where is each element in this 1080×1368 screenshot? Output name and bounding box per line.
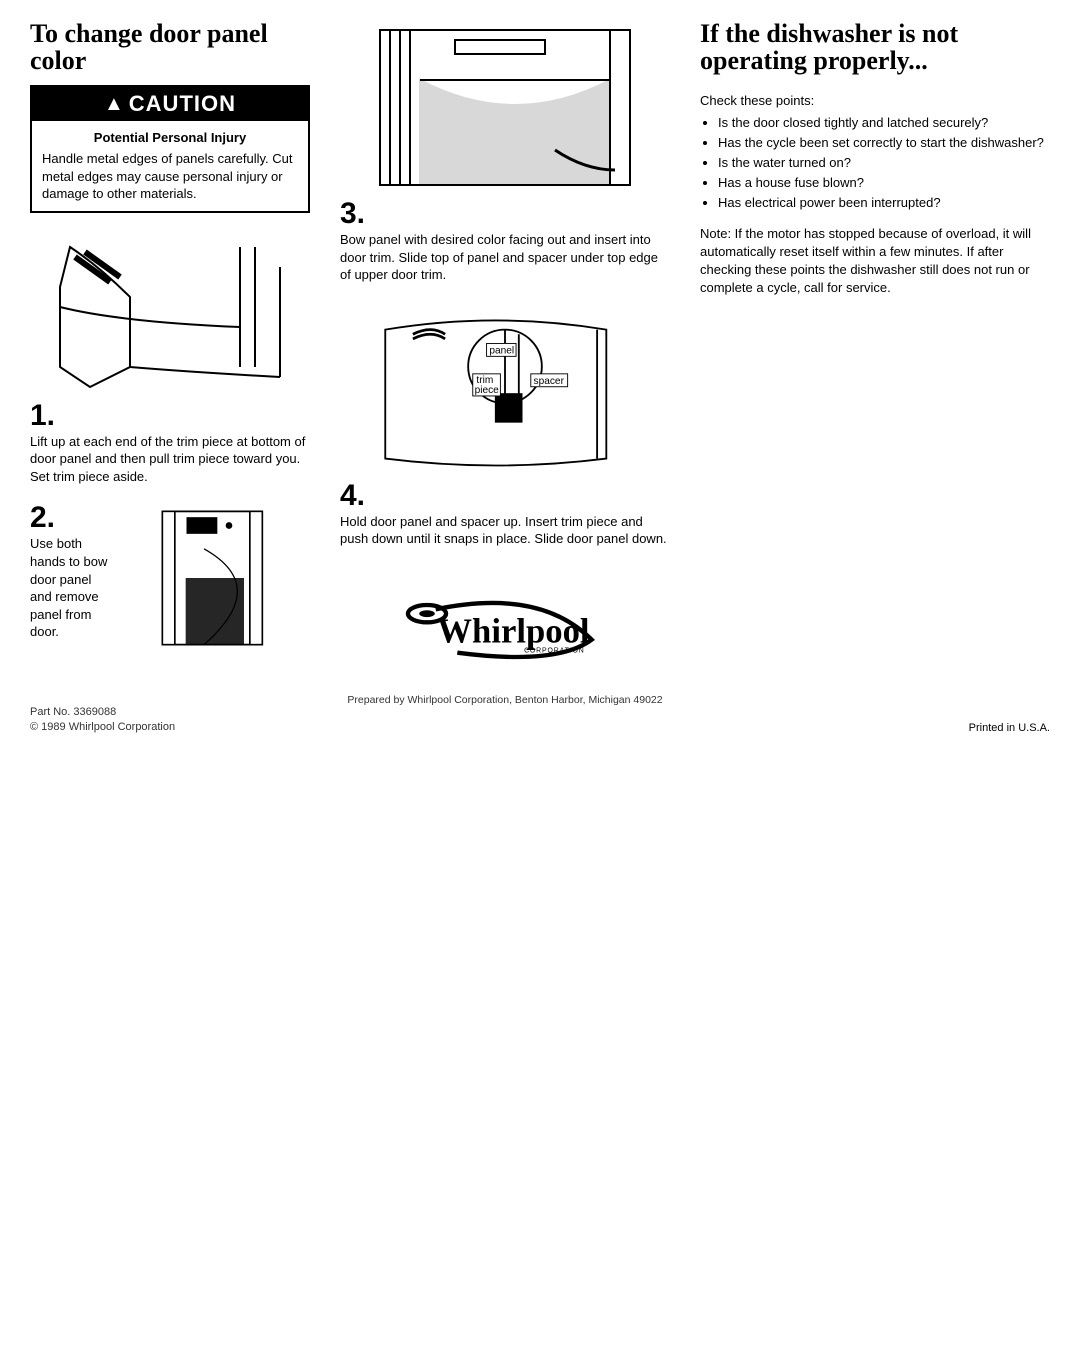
step3-number: 3. xyxy=(340,199,365,229)
step1-illustration xyxy=(30,227,310,397)
label-panel: panel xyxy=(489,345,514,356)
caution-text: Handle metal edges of panels carefully. … xyxy=(42,150,298,203)
caution-header-text: CAUTION xyxy=(129,91,236,116)
step2-text: Use both hands to bow door panel and rem… xyxy=(30,535,115,640)
label-trim2: piece xyxy=(475,385,500,396)
step1-text: Lift up at each end of the trim piece at… xyxy=(30,433,310,486)
caution-body: Potential Personal Injury Handle metal e… xyxy=(32,121,308,211)
prepared-by: Prepared by Whirlpool Corporation, Bento… xyxy=(340,694,670,706)
step4-illustration: panel trim piece spacer xyxy=(340,302,670,477)
caution-subhead: Potential Personal Injury xyxy=(42,129,298,147)
checkpoint-item: Is the door closed tightly and latched s… xyxy=(718,114,1050,132)
checkpoint-item: Is the water turned on? xyxy=(718,154,1050,172)
step-4: panel trim piece spacer 4. Hold door pan… xyxy=(340,302,670,548)
step4-number: 4. xyxy=(340,481,365,511)
copyright-line: © 1989 Whirlpool Corporation xyxy=(30,720,310,734)
check-intro: Check these points: xyxy=(700,93,1050,108)
step-2: 2. Use both hands to bow door panel and … xyxy=(30,503,310,657)
title-change-door: To change door panel color xyxy=(30,20,310,75)
part-number: Part No. 3369088 xyxy=(30,705,310,719)
printed-in-usa: Printed in U.S.A. xyxy=(700,682,1050,734)
label-spacer: spacer xyxy=(534,376,565,387)
part-number-block: Part No. 3369088 © 1989 Whirlpool Corpor… xyxy=(30,705,310,734)
step3-illustration xyxy=(340,20,670,195)
checkpoint-item: Has the cycle been set correctly to star… xyxy=(718,134,1050,152)
checkpoint-item: Has electrical power been interrupted? xyxy=(718,194,1050,212)
step-1: 1. Lift up at each end of the trim piece… xyxy=(30,227,310,486)
logo-text: Whirlpool xyxy=(437,612,590,650)
checkpoint-item: Has a house fuse blown? xyxy=(718,174,1050,192)
step2-number: 2. xyxy=(30,503,55,533)
column-left: To change door panel color ▲CAUTION Pote… xyxy=(30,20,310,734)
whirlpool-logo: Whirlpool CORPORATION xyxy=(375,586,635,676)
motor-note: Note: If the motor has stopped because o… xyxy=(700,225,1050,298)
checkpoints-list: Is the door closed tightly and latched s… xyxy=(700,114,1050,215)
column-right: If the dishwasher is not operating prope… xyxy=(700,20,1050,734)
step3-text: Bow panel with desired color facing out … xyxy=(340,231,670,284)
warning-triangle-icon: ▲ xyxy=(104,93,125,116)
title-troubleshoot: If the dishwasher is not operating prope… xyxy=(700,20,1050,75)
step4-text: Hold door panel and spacer up. Insert tr… xyxy=(340,513,670,548)
column-center: 3. Bow panel with desired color facing o… xyxy=(340,20,670,734)
caution-box: ▲CAUTION Potential Personal Injury Handl… xyxy=(30,85,310,213)
step1-number: 1. xyxy=(30,401,55,431)
logo-subtext: CORPORATION xyxy=(524,647,585,654)
caution-header: ▲CAUTION xyxy=(32,87,308,121)
step-3: 3. Bow panel with desired color facing o… xyxy=(340,20,670,284)
step2-illustration xyxy=(123,503,310,653)
manual-page: To change door panel color ▲CAUTION Pote… xyxy=(30,20,1050,734)
